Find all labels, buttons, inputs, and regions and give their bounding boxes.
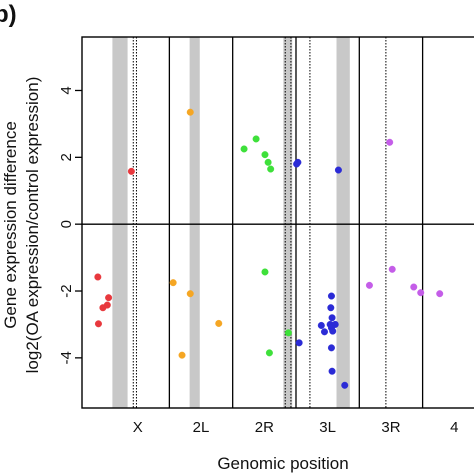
y-axis: -4 -2 0 2 4 [58, 86, 82, 364]
data-point-3L [293, 161, 300, 168]
data-point-X [128, 168, 135, 175]
data-point-2L [187, 290, 194, 297]
x-tick-label: 3L [319, 419, 336, 436]
data-point-3R [410, 284, 417, 291]
data-point-3L [335, 167, 342, 174]
x-tick-label: X [133, 419, 143, 436]
y-tick-label: -4 [58, 351, 75, 364]
data-point-3R [389, 266, 396, 273]
panel-label: b) [0, 1, 17, 28]
data-point-2R [253, 136, 260, 143]
data-point-3L [328, 304, 335, 311]
y-axis-title-line1: Gene expression difference [1, 121, 20, 329]
data-point-3L [329, 368, 336, 375]
data-point-2R [241, 146, 248, 153]
data-point-2R [285, 329, 292, 336]
data-point-3L [328, 345, 335, 352]
y-tick-label: 2 [58, 153, 75, 161]
data-point-3L [341, 382, 348, 389]
data-point-3R [386, 139, 393, 146]
x-tick-label: 2R [255, 419, 274, 436]
data-point-2L [187, 109, 194, 116]
data-point-3L [332, 321, 339, 328]
data-point-2R [266, 350, 273, 357]
data-point-3L [329, 314, 336, 321]
x-tick-label: 2L [193, 419, 210, 436]
data-point-2R [262, 269, 269, 276]
gray-band [337, 37, 350, 408]
region-dividers [169, 37, 422, 408]
data-point-3R [417, 289, 424, 296]
x-tick-labels: X 2L 2R 3L 3R 4 [133, 419, 459, 436]
data-point-2L [179, 352, 186, 359]
y-tick-label: 4 [58, 86, 75, 94]
data-point-3L [296, 340, 303, 347]
data-point-3L [328, 293, 335, 300]
y-tick-label: 0 [58, 220, 75, 228]
data-point-X [95, 274, 102, 281]
x-tick-label: 3R [381, 419, 400, 436]
data-point-3L [329, 328, 336, 335]
data-point-X [105, 294, 112, 301]
data-points [95, 109, 443, 389]
data-point-2L [215, 320, 222, 327]
x-axis-title: Genomic position [217, 454, 348, 473]
data-point-3R [436, 290, 443, 297]
y-axis-title-line2: log2(OA expression/control expression) [23, 77, 42, 374]
data-point-3L [321, 328, 328, 335]
data-point-3R [366, 282, 373, 289]
plot-frame [82, 37, 474, 408]
gray-band [190, 37, 200, 408]
data-point-3L [318, 322, 325, 329]
data-point-X [95, 320, 102, 327]
data-point-2R [265, 159, 272, 166]
data-point-2R [267, 166, 274, 173]
y-tick-label: -2 [58, 284, 75, 297]
data-point-X [104, 302, 111, 309]
x-tick-label: 4 [450, 419, 458, 436]
data-point-2L [170, 279, 177, 286]
gray-bands [112, 37, 349, 408]
gray-band [112, 37, 127, 408]
data-point-2R [262, 151, 269, 158]
